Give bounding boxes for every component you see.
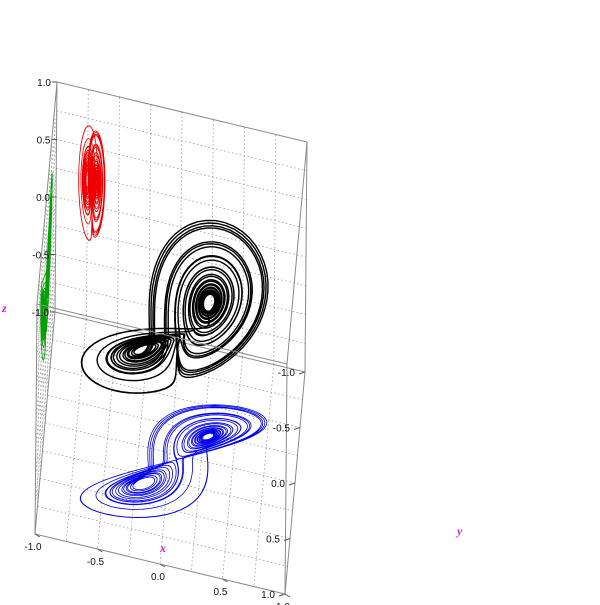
grid-line-floor-x — [37, 505, 288, 567]
y-tick-mark — [284, 593, 291, 598]
x-tick-label: -1.0 — [278, 368, 296, 379]
projection-xy-floor — [79, 404, 268, 518]
y-tick-label: -1.0 — [24, 542, 42, 553]
grid-line-floor-x — [47, 394, 298, 456]
grid-line-backx-z — [56, 139, 307, 200]
box-edge — [284, 363, 288, 595]
box-edge — [34, 311, 56, 535]
tick-layer: -1.0 -1.0 -1.0 -0.5 -0.5 -0.5 0.0 0.0 0.0 0.5 0.5 0… — [24, 78, 306, 605]
box-edge — [56, 81, 308, 143]
grid-line-floor-x — [52, 339, 303, 401]
grid-line-floor-x — [49, 367, 301, 428]
grid-line-backy-z — [35, 168, 57, 391]
grid-line-floor-x — [42, 450, 293, 512]
projection-yz-wall — [40, 172, 53, 361]
grid-line-floor-y — [190, 349, 212, 572]
y-tick-label: 1.0 — [276, 602, 290, 605]
box-back-edges — [34, 81, 308, 535]
z-axis-label: z — [1, 301, 7, 315]
grid-line-backy-z — [35, 254, 56, 477]
box-edge — [36, 303, 288, 365]
y-tick-mark — [97, 548, 103, 553]
x-tick-label: 1.0 — [261, 590, 275, 601]
x-tick-label: 0.5 — [266, 535, 280, 546]
projection-xz-wall — [78, 125, 106, 241]
x-tick-label: -0.5 — [273, 424, 291, 435]
grid-line-backx-z — [55, 254, 306, 315]
z-tick-label: 1.0 — [37, 78, 51, 89]
x-tick-mark — [298, 371, 306, 375]
box-edge — [286, 141, 308, 365]
grid-line-backx-z — [56, 110, 307, 172]
grid-line-floor-x — [44, 422, 296, 484]
trajectory-3d — [80, 219, 269, 394]
z-tick-label: -1.0 — [32, 308, 50, 319]
box-edge — [54, 311, 306, 373]
box-edge — [34, 303, 38, 535]
grid-line-floor-x — [39, 478, 291, 539]
z-tick-label: 0.0 — [36, 193, 50, 204]
grid-line-backx-z — [56, 167, 307, 229]
y-tick-mark — [34, 533, 41, 538]
y-tick-label: 0.0 — [151, 572, 165, 583]
grid-line-backy-z — [35, 196, 57, 420]
grid-line-backy-z — [35, 225, 57, 448]
y-tick-mark — [222, 578, 228, 583]
x-axis-label: x — [159, 541, 166, 555]
y-tick-mark — [159, 563, 166, 568]
grid-line-backx-z — [55, 225, 306, 287]
y-tick-label: 0.5 — [214, 587, 228, 598]
z-tick-label: 0.5 — [37, 136, 51, 147]
x-tick-mark — [293, 427, 301, 430]
z-tick-label: -0.5 — [32, 251, 50, 262]
x-tick-mark — [288, 482, 296, 486]
grid-line-floor-y — [159, 341, 181, 565]
box-edge — [36, 81, 58, 305]
box-edge — [304, 141, 308, 373]
grid-line-backy-x — [52, 109, 55, 340]
grid-layer — [34, 89, 307, 587]
box-front-edges — [34, 141, 308, 595]
curve-layer — [40, 125, 269, 518]
y-axis-label: y — [455, 524, 463, 538]
x-tick-mark — [283, 538, 291, 541]
x-tick-mark — [278, 593, 286, 597]
x-tick-label: 0.0 — [271, 479, 285, 490]
grid-line-backy-z — [34, 283, 56, 506]
grid-line-floor-y — [253, 364, 275, 587]
grid-line-backx-z — [55, 196, 307, 258]
grid-line-backy-z — [36, 139, 57, 362]
y-tick-label: -0.5 — [87, 557, 105, 568]
grid-line-floor-y — [222, 356, 243, 580]
grid-line-backy-z — [36, 110, 58, 333]
